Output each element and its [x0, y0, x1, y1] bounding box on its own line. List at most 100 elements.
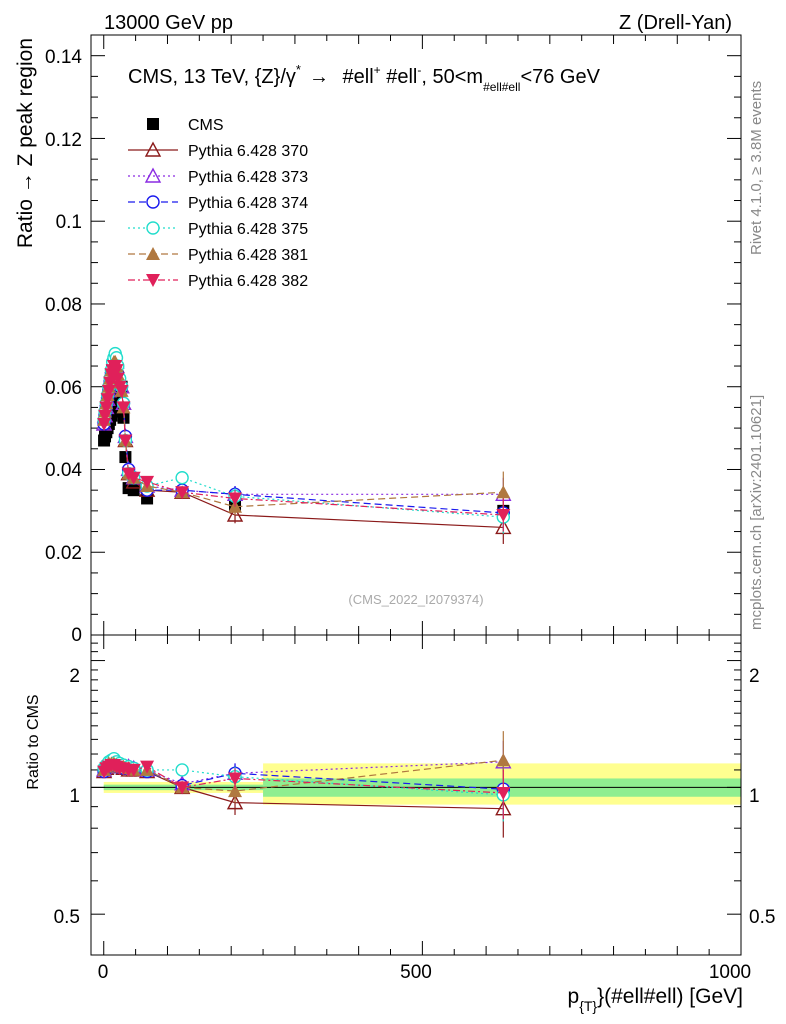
- data-point-p382: [118, 434, 133, 448]
- data-point-p382: [228, 772, 243, 786]
- data-point-p382: [126, 763, 141, 777]
- y-tick-label: 0.04: [45, 460, 82, 481]
- data-point-p382: [116, 401, 131, 415]
- x-axis-title-p: p: [568, 985, 580, 1008]
- series-line-p373: [103, 355, 504, 495]
- data-point-p382: [175, 781, 190, 795]
- x-tick-label: 500: [400, 962, 432, 983]
- data-point-cms: [119, 451, 132, 464]
- series-p373: [95, 349, 512, 511]
- legend-marker-p370: [144, 141, 162, 157]
- data-point-p375: [175, 471, 189, 485]
- title-range-a: 50<m: [432, 66, 483, 88]
- legend: CMS Pythia 6.428 370 Pythia 6.428 373 Py…: [128, 117, 308, 290]
- x-tick-label: 0: [98, 962, 109, 983]
- y-tick-label: 0.08: [45, 295, 82, 316]
- data-point-p382: [98, 409, 113, 423]
- x-axis-title-sub: {T}: [579, 998, 597, 1014]
- data-point-p382: [110, 372, 125, 386]
- series-p375: [97, 346, 511, 534]
- legend-marker-p381: [146, 247, 160, 260]
- data-point-p382: [496, 509, 511, 522]
- data-point-p381: [496, 485, 511, 499]
- legend-marker-p374: [146, 195, 160, 209]
- data-point-p382: [496, 786, 511, 800]
- axis-ticks: [91, 35, 742, 955]
- x-axis-title-rest: }(#ell#ell) [GeV]: [597, 985, 743, 1008]
- x-tick-label: 1000: [709, 962, 751, 983]
- series-p370: [95, 353, 512, 544]
- legend-marker-p382: [146, 274, 160, 287]
- header-left: 13000 GeV pp: [104, 12, 233, 34]
- series-line-p375: [103, 351, 504, 518]
- data-point-p382: [140, 475, 155, 489]
- data-point-p382: [175, 486, 190, 500]
- ratio-plot-frame: [90, 634, 742, 956]
- data-point-p382: [114, 384, 129, 398]
- y-tick-label: 0.12: [45, 130, 82, 151]
- plot-title: CMS, 13 TeV, {Z}/γ* → #ell+ #ell-, 50<m#e…: [128, 62, 601, 94]
- series-line-p381: [103, 361, 504, 508]
- x-tick-labels: 0 500 1000: [98, 962, 751, 983]
- legend-marker-cms: [147, 118, 159, 130]
- data-point-p382: [101, 384, 116, 398]
- title-range-b: <76 GeV: [520, 66, 600, 88]
- ratio-y-tick-label: 2: [69, 666, 80, 687]
- data-point-p382: [99, 401, 114, 415]
- series-line-p374: [103, 361, 504, 514]
- main-series-layer: [95, 346, 512, 544]
- ratio-y-tick-label-right: 1: [749, 786, 760, 807]
- series-p382: [97, 759, 511, 820]
- legend-label-373: Pythia 6.428 373: [188, 169, 308, 186]
- title-plus: +: [374, 63, 381, 77]
- legend-marker-p375: [146, 221, 160, 235]
- mcplots-credit-text: mcplots.cern.ch [arXiv:2401.10621]: [748, 395, 765, 630]
- data-point-cms: [127, 484, 140, 497]
- y-tick-label: 0: [71, 625, 82, 646]
- data-point-p381: [496, 753, 511, 767]
- analysis-watermark: (CMS_2022_I2079374): [348, 592, 483, 607]
- data-point-p382: [126, 471, 141, 485]
- y-tick-label: 0.06: [45, 378, 82, 399]
- data-point-p382: [100, 393, 115, 407]
- legend-marker-p373: [144, 167, 162, 183]
- series-line-p382: [103, 365, 504, 516]
- legend-label-381: Pythia 6.428 381: [188, 247, 308, 264]
- legend-label-370: Pythia 6.428 370: [188, 143, 308, 160]
- title-star: *: [296, 62, 301, 77]
- title-prefix: CMS, 13 TeV, {Z}/γ: [128, 66, 296, 88]
- y-tick-label: 0.14: [45, 47, 82, 68]
- ratio-y-tick-labels: 0.5 1 2 0.5 1 2: [54, 666, 776, 928]
- ratio-y-tick-label-right: 0.5: [749, 907, 775, 928]
- legend-label-374: Pythia 6.428 374: [188, 195, 308, 212]
- title-arrow: →: [309, 66, 329, 88]
- y-tick-label: 0.1: [56, 212, 82, 233]
- title-sub: #ell#ell: [483, 80, 520, 94]
- data-point-p382: [97, 417, 112, 431]
- data-point-p382: [103, 376, 118, 390]
- series-cms: [98, 380, 510, 517]
- ratio-y-tick-label-right: 2: [749, 666, 760, 687]
- data-point-p375: [175, 763, 189, 777]
- y-tick-label: 0.02: [45, 543, 82, 564]
- series-p382: [97, 360, 511, 532]
- ratio-series-layer: [95, 731, 512, 838]
- ratio-y-tick-label: 0.5: [54, 907, 80, 928]
- legend-label-382: Pythia 6.428 382: [188, 273, 308, 290]
- legend-label-cms: CMS: [188, 117, 224, 134]
- ratio-y-axis-title: Ratio to CMS: [25, 694, 42, 789]
- data-point-p381: [228, 784, 243, 798]
- title-ell-minus: #ell: [386, 66, 417, 88]
- x-axis-title: p{T}}(#ell#ell) [GeV]: [568, 985, 744, 1014]
- header-right: Z (Drell-Yan): [619, 12, 732, 34]
- data-point-p370: [226, 506, 244, 522]
- main-y-tick-labels: 0 0.02 0.04 0.06 0.08 0.1 0.12 0.14: [45, 47, 82, 646]
- legend-label-375: Pythia 6.428 375: [188, 221, 308, 238]
- title-ell-plus: #ell: [343, 66, 374, 88]
- data-point-p382: [140, 760, 155, 774]
- title-minus: -: [417, 63, 421, 77]
- main-y-axis-title: Ratio → Z peak region: [14, 38, 37, 248]
- data-point-p382: [228, 492, 243, 506]
- data-point-p382: [109, 364, 124, 378]
